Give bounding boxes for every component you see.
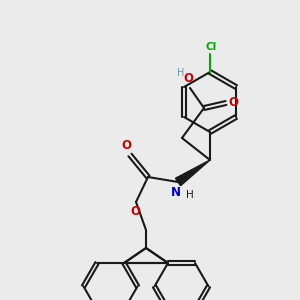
Text: O: O: [130, 205, 140, 218]
Text: H: H: [177, 68, 185, 78]
Text: H: H: [186, 190, 194, 200]
Text: O: O: [121, 139, 131, 152]
Text: O: O: [228, 95, 238, 109]
Text: Cl: Cl: [206, 42, 217, 52]
Polygon shape: [176, 160, 210, 186]
Text: N: N: [171, 186, 181, 199]
Text: O: O: [183, 72, 193, 85]
